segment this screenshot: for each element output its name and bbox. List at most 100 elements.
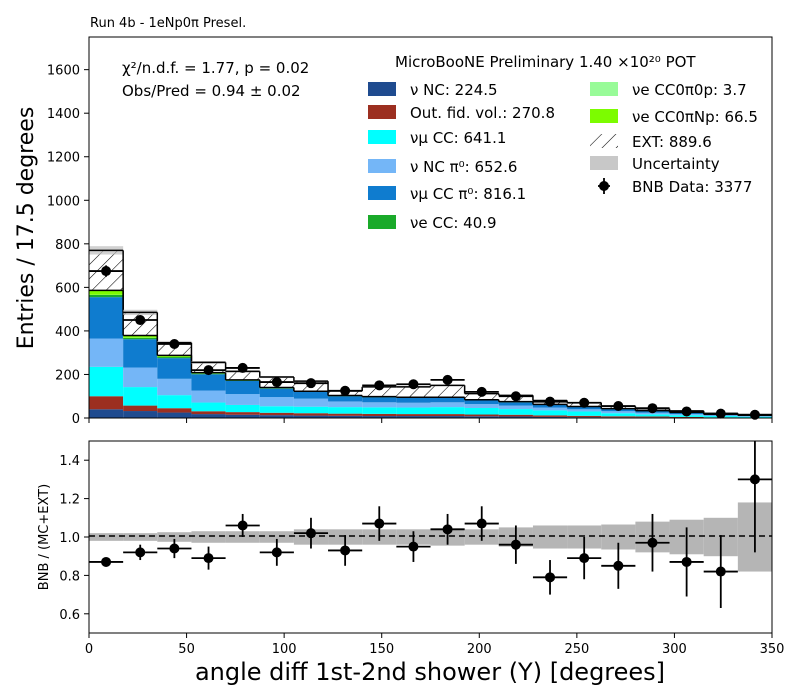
bar-segment — [293, 413, 329, 416]
bar-segment — [464, 400, 499, 405]
data-point — [442, 374, 453, 385]
bar-segment — [328, 413, 363, 416]
legend-label: νμ CC: 641.1 — [410, 129, 506, 147]
data-point — [613, 401, 624, 412]
data-point — [579, 397, 590, 408]
data-point — [408, 379, 419, 390]
ratio-point — [408, 541, 419, 552]
bar-segment — [601, 413, 636, 417]
y-tick-label: 400 — [55, 325, 80, 340]
ratio-point — [476, 518, 487, 529]
bar-segment — [89, 366, 124, 397]
bar-segment — [635, 414, 670, 417]
bar-segment — [191, 414, 226, 418]
legend-swatch — [590, 82, 618, 96]
legend-label: ν NC π⁰: 652.6 — [410, 158, 517, 176]
legend-swatch — [368, 82, 396, 96]
bottom-y-axis-label: BNB / (MC+EXT) — [37, 484, 52, 590]
legend-swatch — [368, 130, 396, 144]
bar-segment — [225, 404, 260, 413]
data-point — [101, 266, 112, 277]
bar-segment — [123, 335, 158, 338]
chi2-label: χ²/n.d.f. = 1.77, p = 0.02 — [122, 59, 309, 77]
bar-segment — [430, 402, 465, 408]
ratio-point — [545, 572, 556, 583]
legend-swatch — [368, 159, 396, 173]
ratio-point — [340, 545, 351, 556]
legend-label: Uncertainty — [632, 155, 720, 173]
bar-segment — [123, 405, 158, 412]
data-point — [203, 365, 214, 376]
legend-swatch — [368, 215, 396, 229]
bar-segment — [157, 408, 192, 413]
data-point — [135, 315, 146, 326]
ratio-point — [374, 518, 385, 529]
bar-segment — [157, 412, 192, 418]
ratio-point — [101, 556, 112, 567]
bottom-panel: 0.6 0.8 1.0 1.2 1.4 0 50 100 150 200 250 300 350 BN… — [37, 418, 784, 686]
x-tick-label: 100 — [272, 642, 297, 657]
bar-segment — [362, 407, 397, 414]
ratio-point — [237, 520, 248, 531]
ratio-point — [715, 566, 726, 577]
legend-swatch — [368, 105, 396, 119]
experiment-label: MicroBooNE Preliminary 1.40 ×10²⁰ POT — [395, 53, 696, 71]
obs-pred-label: Obs/Pred = 0.94 ± 0.02 — [122, 82, 301, 100]
bar-segment — [396, 416, 431, 418]
bar-segment — [89, 338, 124, 367]
data-points — [89, 265, 772, 420]
bar-segment — [259, 388, 294, 398]
data-point — [647, 403, 658, 414]
data-point — [374, 380, 385, 391]
bar-segment — [328, 407, 363, 414]
bar-segment — [498, 405, 533, 410]
legend-label: νμ CC π⁰: 816.1 — [410, 185, 526, 203]
bar-segment — [362, 416, 397, 418]
bar-segment — [157, 357, 192, 359]
bar-segment — [396, 386, 431, 398]
band-bin — [191, 531, 226, 543]
bar-segment — [157, 342, 192, 356]
y-tick-label: 1000 — [47, 194, 80, 209]
bar-segment — [123, 339, 158, 368]
data-point — [237, 362, 248, 373]
bar-segment — [89, 294, 124, 298]
bar-segment — [328, 415, 363, 418]
bar-segment — [498, 402, 533, 406]
ratio-point — [305, 528, 316, 539]
band-bin — [157, 532, 192, 542]
bar-segment — [293, 391, 329, 399]
band-bin — [89, 533, 124, 541]
legend-label: BNB Data: 3377 — [632, 178, 752, 196]
y-tick-label: 1200 — [47, 151, 80, 166]
bar-segment — [191, 411, 226, 415]
bar-segment — [259, 415, 294, 418]
bar-segment — [396, 414, 431, 417]
y-tick-label: 0 — [72, 412, 80, 427]
bar-segment — [191, 374, 226, 391]
data-point — [305, 378, 316, 389]
x-tick-label: 300 — [662, 642, 687, 657]
x-tick-label: 0 — [85, 642, 93, 657]
bar-segment — [567, 409, 602, 412]
bar-segment — [191, 390, 226, 403]
ratio-point — [613, 560, 624, 571]
bar-segment — [430, 385, 465, 398]
bar-segment — [328, 401, 363, 408]
bar-segment — [567, 411, 602, 416]
bar-segment — [635, 412, 670, 415]
bar-segment — [532, 410, 568, 416]
ratio-point — [442, 524, 453, 535]
bar-segment — [396, 402, 431, 408]
x-tick-label: 250 — [564, 642, 589, 657]
ratio-point — [169, 543, 180, 554]
bar-segment — [362, 386, 397, 397]
bar-segment — [669, 416, 704, 418]
bar-segment — [225, 371, 260, 380]
x-axis-label: angle diff 1st-2nd shower (Y) [degrees] — [195, 658, 665, 686]
legend-swatch — [368, 186, 396, 200]
bar-segment — [259, 397, 294, 407]
data-point — [271, 377, 282, 388]
y-tick-label: 1.0 — [59, 531, 80, 546]
